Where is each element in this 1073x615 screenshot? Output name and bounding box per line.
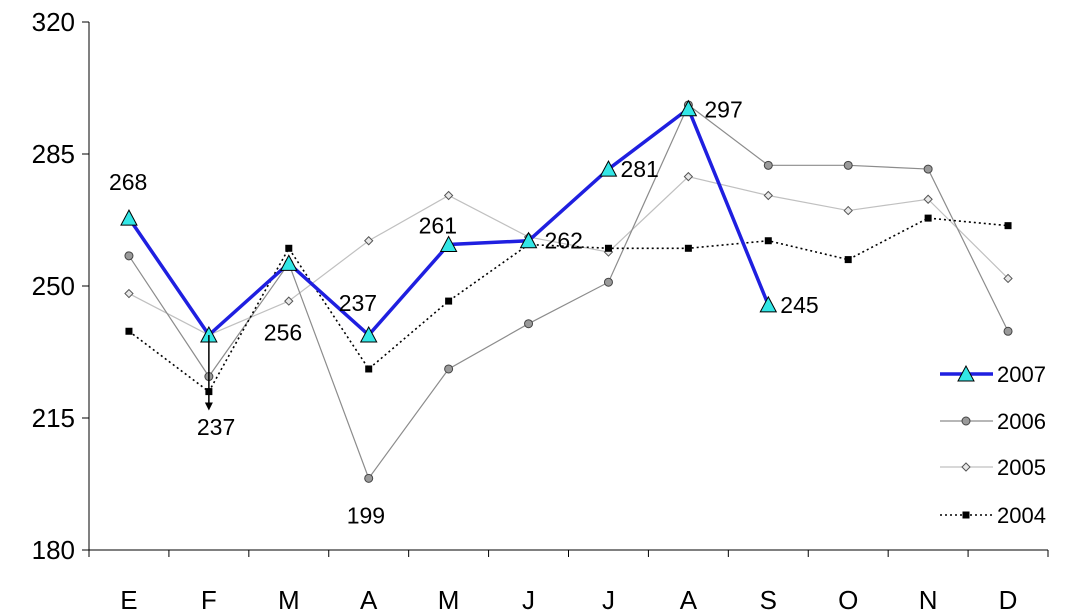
point-circle-marker — [923, 164, 933, 174]
legend-entry-2004: 2004 — [940, 503, 1046, 528]
data-label: 268 — [109, 169, 147, 195]
x-tick-label: N — [919, 585, 938, 615]
x-tick-label: E — [120, 585, 137, 615]
point-circle-marker — [843, 160, 853, 170]
y-tick-label: 320 — [32, 7, 75, 37]
point-square-marker — [365, 365, 373, 373]
series-line-2004 — [128, 217, 1009, 393]
data-label: 237 — [197, 414, 235, 440]
legend-label: 2006 — [997, 409, 1046, 434]
series-line-2005 — [128, 175, 1009, 336]
x-tick-label: F — [201, 585, 217, 615]
data-label: 297 — [704, 97, 742, 123]
point-square-marker — [962, 511, 970, 519]
point-square-marker — [285, 244, 293, 252]
point-triangle-marker — [120, 209, 138, 226]
x-tick-label: M — [278, 585, 300, 615]
x-tick-label: S — [760, 585, 777, 615]
point-circle-marker — [444, 364, 454, 374]
data-label: 262 — [545, 228, 583, 254]
point-circle-marker — [763, 160, 773, 170]
point-triangle-marker — [519, 231, 538, 249]
legend-label: 2004 — [997, 503, 1046, 528]
point-triangle-marker — [279, 254, 298, 271]
data-label: 261 — [419, 213, 457, 239]
series-2005 — [124, 171, 1013, 340]
point-diamond-marker — [284, 296, 294, 306]
point-square-marker — [764, 237, 772, 245]
point-triangle-marker — [957, 364, 975, 382]
x-tick-label: J — [522, 585, 535, 615]
y-tick-label: 215 — [32, 403, 75, 433]
point-circle-marker — [364, 473, 374, 483]
point-diamond-marker — [124, 288, 134, 299]
point-diamond-marker — [923, 194, 933, 204]
data-label: 281 — [620, 156, 658, 182]
point-circle-marker — [603, 277, 613, 287]
point-square-marker — [445, 297, 453, 305]
series-line-2006 — [128, 104, 1009, 480]
point-square-marker — [844, 256, 852, 264]
legend-entry-2006: 2006 — [940, 409, 1046, 434]
legend: 2007 2006 2005 2004 — [940, 362, 1046, 528]
point-square-marker — [1004, 222, 1012, 230]
point-diamond-marker — [763, 190, 773, 201]
point-square-marker — [125, 327, 133, 335]
x-tick-label: A — [360, 585, 378, 615]
point-square-marker — [924, 214, 932, 222]
legend-entry-2005: 2005 — [940, 455, 1046, 480]
data-labels-layer: 268 237 256 237 261 262 281 297 245 199 — [109, 97, 819, 529]
point-triangle-marker — [359, 325, 378, 343]
legend-label: 2007 — [997, 362, 1046, 387]
point-triangle-marker — [679, 99, 698, 117]
point-circle-marker — [961, 416, 971, 426]
chart-axes: 180 215 250 285 320 E F M A M J J A S O N D — [32, 7, 1049, 615]
x-tick-label: M — [438, 585, 460, 615]
point-circle-marker — [524, 319, 534, 329]
x-tick-label: O — [838, 585, 858, 615]
point-square-marker — [604, 244, 612, 252]
x-tick-label: J — [602, 585, 615, 615]
point-square-marker — [684, 244, 692, 252]
point-diamond-marker — [843, 205, 853, 216]
y-tick-label: 285 — [32, 139, 75, 169]
annotation-arrow-head — [204, 402, 213, 411]
series-layer — [120, 99, 1013, 483]
y-tick-label: 180 — [32, 535, 75, 565]
point-diamond-marker — [443, 190, 454, 201]
point-circle-marker — [124, 251, 134, 261]
data-label: 256 — [264, 319, 302, 345]
data-label: 237 — [339, 290, 377, 316]
point-triangle-marker — [439, 235, 458, 253]
point-diamond-marker — [1003, 273, 1013, 284]
point-triangle-marker — [759, 295, 778, 313]
y-tick-label: 250 — [32, 271, 75, 301]
point-diamond-marker — [683, 171, 694, 182]
point-triangle-marker — [599, 160, 618, 177]
x-tick-label: A — [680, 585, 698, 615]
legend-entry-2007: 2007 — [940, 362, 1046, 387]
point-circle-marker — [1003, 326, 1013, 336]
point-diamond-marker — [364, 236, 374, 246]
series-2007 — [120, 99, 778, 343]
legend-label: 2005 — [997, 455, 1046, 480]
data-label: 199 — [347, 502, 385, 528]
data-label: 245 — [780, 292, 818, 318]
point-diamond-marker — [961, 462, 971, 472]
x-tick-label: D — [999, 585, 1018, 615]
